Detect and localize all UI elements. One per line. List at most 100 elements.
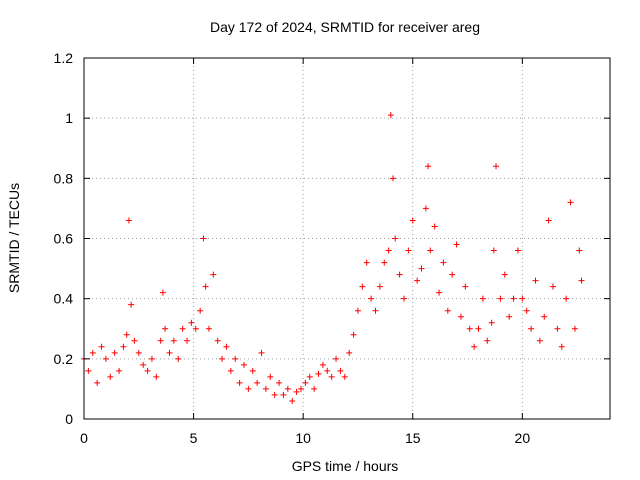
data-point <box>197 307 204 314</box>
y-axis-label: SRMTID / TECUs <box>6 183 22 293</box>
data-point <box>166 349 173 356</box>
data-point <box>341 373 348 380</box>
data-point <box>337 367 344 374</box>
data-point <box>159 289 166 296</box>
y-tick-label: 1.2 <box>54 50 74 66</box>
data-point <box>214 337 221 344</box>
data-point <box>359 283 366 290</box>
data-point <box>350 331 357 338</box>
data-point <box>328 373 335 380</box>
axis-ticks: 0 0.2 0.4 0.6 0.8 1 1.2 0 5 10 15 20 <box>54 50 610 446</box>
data-point <box>227 367 234 374</box>
data-point <box>254 379 261 386</box>
data-point <box>385 247 392 254</box>
data-point <box>223 343 230 350</box>
data-point <box>240 361 247 368</box>
data-point <box>346 349 353 356</box>
grid-lines <box>84 58 610 419</box>
data-point <box>576 247 583 254</box>
data-point <box>210 271 217 278</box>
data-point <box>123 331 130 338</box>
data-point <box>497 295 504 302</box>
data-point <box>179 325 186 332</box>
data-point <box>276 379 283 386</box>
data-point <box>232 355 239 362</box>
data-point <box>381 259 388 266</box>
data-point <box>192 325 199 332</box>
data-point <box>545 217 552 224</box>
data-point <box>571 325 578 332</box>
data-point <box>200 235 207 242</box>
data-point <box>400 295 407 302</box>
data-point <box>162 325 169 332</box>
data-point <box>116 367 123 374</box>
data-point <box>475 325 482 332</box>
data-point <box>440 259 447 266</box>
data-point <box>506 313 513 320</box>
data-point <box>414 277 421 284</box>
data-point <box>267 373 274 380</box>
data-point <box>236 379 243 386</box>
data-point <box>558 343 565 350</box>
data-point <box>493 163 500 170</box>
data-point <box>392 235 399 242</box>
data-point <box>488 319 495 326</box>
y-tick-label: 0.6 <box>54 231 74 247</box>
data-point <box>271 391 278 398</box>
data-point <box>510 295 517 302</box>
data-point <box>501 271 508 278</box>
data-point <box>170 337 177 344</box>
data-point <box>457 313 464 320</box>
data-point <box>567 199 574 206</box>
data-point <box>311 385 318 392</box>
x-tick-label: 0 <box>80 430 88 446</box>
data-point <box>471 343 478 350</box>
data-point <box>387 112 394 119</box>
y-tick-label: 0 <box>65 411 73 427</box>
data-point <box>131 337 138 344</box>
data-point <box>188 319 195 326</box>
data-point <box>102 355 109 362</box>
data-point <box>396 271 403 278</box>
data-point <box>140 361 147 368</box>
data-point <box>128 301 135 308</box>
data-point <box>523 307 530 314</box>
data-point <box>390 175 397 182</box>
x-tick-label: 20 <box>515 430 531 446</box>
data-point <box>444 307 451 314</box>
data-point <box>354 307 361 314</box>
data-point <box>293 388 300 395</box>
data-point <box>157 337 164 344</box>
data-point <box>324 367 331 374</box>
data-point <box>205 325 212 332</box>
data-point <box>85 367 92 374</box>
data-point <box>372 307 379 314</box>
data-point <box>302 379 309 386</box>
data-point <box>436 289 443 296</box>
data-point <box>466 325 473 332</box>
x-tick-label: 15 <box>405 430 421 446</box>
data-point <box>514 247 521 254</box>
y-tick-label: 1 <box>65 110 73 126</box>
y-tick-label: 0.8 <box>54 170 74 186</box>
data-point <box>175 355 182 362</box>
data-point <box>363 259 370 266</box>
data-point <box>376 283 383 290</box>
data-point <box>479 295 486 302</box>
x-tick-label: 5 <box>190 430 198 446</box>
data-point <box>484 337 491 344</box>
data-point <box>258 349 265 356</box>
data-point <box>431 223 438 230</box>
data-point <box>280 391 287 398</box>
data-point <box>297 385 304 392</box>
data-point <box>425 163 432 170</box>
data-point <box>249 367 256 374</box>
data-point <box>144 367 151 374</box>
data-point <box>550 283 557 290</box>
chart-title: Day 172 of 2024, SRMTID for receiver are… <box>210 19 480 35</box>
data-point <box>453 241 460 248</box>
data-point <box>148 355 155 362</box>
data-point <box>153 373 160 380</box>
